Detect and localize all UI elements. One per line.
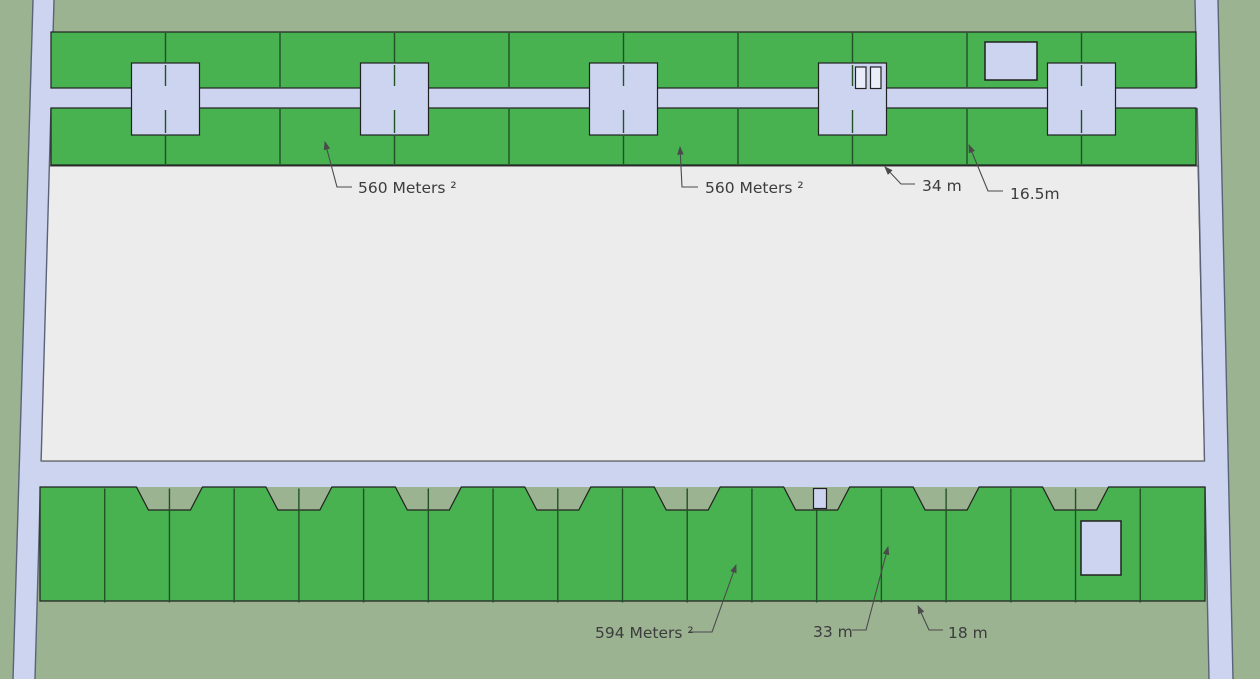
top-plot-boundaries: [164, 33, 1083, 164]
right-road[interactable]: [1195, 0, 1233, 679]
label-depth-top: 34 m: [922, 177, 962, 195]
annotation-labels: 560 Meters ² 560 Meters ² 34 m 16.5m 594…: [358, 177, 1060, 642]
annotation-leaders: [323, 140, 1003, 633]
leader-depth-top: [884, 166, 915, 185]
label-width-top: 16.5m: [1010, 185, 1060, 203]
leader-area-bottom: [690, 563, 737, 633]
right-road-edge-line: [1194, 0, 1210, 679]
right-road-edge-line: [1217, 0, 1234, 679]
label-depth-bottom: 33 m: [813, 623, 853, 641]
label-area-bottom: 594 Meters ²: [595, 624, 694, 642]
leader-width-bottom: [917, 605, 943, 631]
building-footprint-top[interactable]: [984, 41, 1038, 81]
notch-marker-rect[interactable]: [812, 487, 828, 510]
empty-block[interactable]: [40, 165, 1206, 462]
building-footprint-bottom[interactable]: [1080, 520, 1122, 576]
left-road[interactable]: [13, 0, 54, 679]
leader-depth-bottom: [852, 545, 890, 631]
leader-area-top-2: [677, 145, 698, 188]
label-area-top-2: 560 Meters ²: [705, 179, 804, 197]
leader-area-top-1: [323, 140, 352, 188]
label-width-bottom: 18 m: [948, 624, 988, 642]
bottom-plot-boundaries: [104, 488, 1141, 603]
leader-width-top: [968, 143, 1003, 192]
parking-stall-right[interactable]: [869, 66, 882, 90]
label-area-top-1: 560 Meters ²: [358, 179, 457, 197]
parking-stall-left[interactable]: [854, 66, 867, 90]
left-road-edge-line: [12, 0, 34, 679]
bottom-street[interactable]: [28, 461, 1209, 487]
